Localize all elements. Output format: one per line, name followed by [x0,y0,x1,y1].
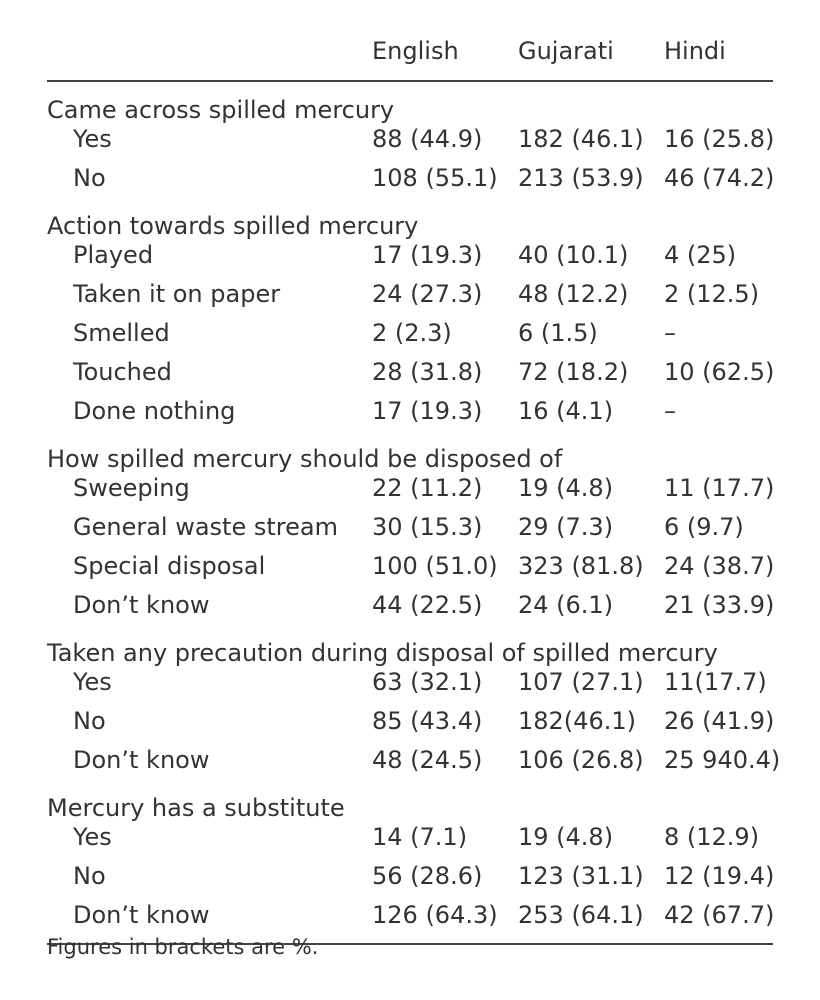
table-cell: 16 (25.8) [664,125,775,153]
column-header-english: English [372,37,459,65]
table-cell: 8 (12.9) [664,823,760,851]
table-body: Came across spilled mercury Yes 88 (44.9) 1… [47,82,780,935]
table-cell: 6 (1.5) [518,319,598,347]
table-cell: 22 (11.2) [372,474,483,502]
table-cell: 46 (74.2) [664,164,775,192]
table-row: Yes 88 (44.9) 182 (46.1) 16 (25.8) [47,120,775,159]
row-label: No [73,707,106,735]
table-cell: 17 (19.3) [372,241,483,269]
column-header-gujarati: Gujarati [518,37,614,65]
table-cell: 100 (51.0) [372,552,498,580]
section-title: Came across spilled mercury [47,96,395,124]
table-cell: 2 (12.5) [664,280,760,308]
section-title: How spilled mercury should be disposed o… [47,445,563,473]
table-row: Special disposal 100 (51.0) 323 (81.8) 24 (… [47,547,775,586]
table-cell: 85 (43.4) [372,707,483,735]
table-cell: 16 (4.1) [518,397,614,425]
table-row: Don’t know 126 (64.3) 253 (64.1) 42 (67.7) [47,896,775,935]
table-cell: 213 (53.9) [518,164,644,192]
table-row: Sweeping 22 (11.2) 19 (4.8) 11 (17.7) [47,469,775,508]
table-bottom-rule [47,943,773,945]
table-header: English Gujarati Hindi [47,0,773,82]
row-label: Yes [73,823,112,851]
row-label: Yes [73,668,112,696]
row-label: No [73,164,106,192]
table-cell: 29 (7.3) [518,513,614,541]
table-row: No 56 (28.6) 123 (31.1) 12 (19.4) [47,857,775,896]
table-cell: 253 (64.1) [518,901,644,929]
table-cell: 126 (64.3) [372,901,498,929]
table-row: Smelled 2 (2.3) 6 (1.5) – [47,314,773,353]
table-cell: 42 (67.7) [664,901,775,929]
table-cell: 48 (24.5) [372,746,483,774]
row-label: Yes [73,125,112,153]
row-label: Don’t know [73,901,210,929]
row-label: Don’t know [73,746,210,774]
table-cell: 72 (18.2) [518,358,629,386]
row-label: Played [73,241,154,269]
table-cell: 11(17.7) [664,668,767,696]
table-cell: 108 (55.1) [372,164,498,192]
column-header-hindi: Hindi [664,37,726,65]
table-row: No 108 (55.1) 213 (53.9) 46 (74.2) [47,159,775,198]
table-row: Yes 63 (32.1) 107 (27.1) 11(17.7) [47,663,773,702]
table-cell: 182 (46.1) [518,125,644,153]
table-cell: 6 (9.7) [664,513,744,541]
table-row: Taken it on paper 24 (27.3) 48 (12.2) 2 (12… [47,275,773,314]
table-cell: 24 (38.7) [664,552,775,580]
section-title: Action towards spilled mercury [47,212,419,240]
table-cell: 44 (22.5) [372,591,483,619]
table-cell: 107 (27.1) [518,668,644,696]
table-cell: 24 (27.3) [372,280,483,308]
table-cell: 56 (28.6) [372,862,483,890]
table-cell: – [664,319,676,347]
data-table: English Gujarati Hindi Came across spill… [47,0,780,945]
table-row: Don’t know 44 (22.5) 24 (6.1) 21 (33.9) [47,586,775,625]
table-cell: 323 (81.8) [518,552,644,580]
table-row: No 85 (43.4) 182(46.1) 26 (41.9) [47,702,775,741]
table-cell: 2 (2.3) [372,319,452,347]
table-row: Touched 28 (31.8) 72 (18.2) 10 (62.5) [47,353,775,392]
table-cell: 10 (62.5) [664,358,775,386]
table-cell: 19 (4.8) [518,474,614,502]
table-row: General waste stream 30 (15.3) 29 (7.3) 6 (… [47,508,773,547]
table-cell: 40 (10.1) [518,241,629,269]
table-cell: 12 (19.4) [664,862,775,890]
section-title: Mercury has a substitute [47,794,345,822]
table-cell: 14 (7.1) [372,823,468,851]
table-cell: 106 (26.8) [518,746,644,774]
row-label: Smelled [73,319,170,347]
table-cell: 19 (4.8) [518,823,614,851]
row-label: Done nothing [73,397,236,425]
row-label: Don’t know [73,591,210,619]
table-cell: 88 (44.9) [372,125,483,153]
table-cell: 11 (17.7) [664,474,775,502]
table-cell: 48 (12.2) [518,280,629,308]
table-cell: 123 (31.1) [518,862,644,890]
table-cell: 63 (32.1) [372,668,483,696]
table-cell: 21 (33.9) [664,591,775,619]
table-row: Done nothing 17 (19.3) 16 (4.1) – [47,392,773,431]
row-label: Taken it on paper [73,280,281,308]
table-cell: 24 (6.1) [518,591,614,619]
table-cell: 28 (31.8) [372,358,483,386]
row-label: Special disposal [73,552,266,580]
table-cell: 26 (41.9) [664,707,775,735]
table-cell: 17 (19.3) [372,397,483,425]
table-cell: – [664,397,676,425]
row-label: No [73,862,106,890]
table-cell: 25 940.4) [664,746,781,774]
table-cell: 4 (25) [664,241,737,269]
table-footnote: Figures in brackets are %. [47,935,319,959]
table-row: Played 17 (19.3) 40 (10.1) 4 (25) [47,236,773,275]
section-title: Taken any precaution during disposal of … [47,639,718,667]
table-cell: 30 (15.3) [372,513,483,541]
row-label: Sweeping [73,474,190,502]
table-cell: 182(46.1) [518,707,636,735]
table-row: Don’t know 48 (24.5) 106 (26.8) 25 940.4) [47,741,780,780]
row-label: Touched [73,358,172,386]
row-label: General waste stream [73,513,338,541]
table-row: Yes 14 (7.1) 19 (4.8) 8 (12.9) [47,818,773,857]
